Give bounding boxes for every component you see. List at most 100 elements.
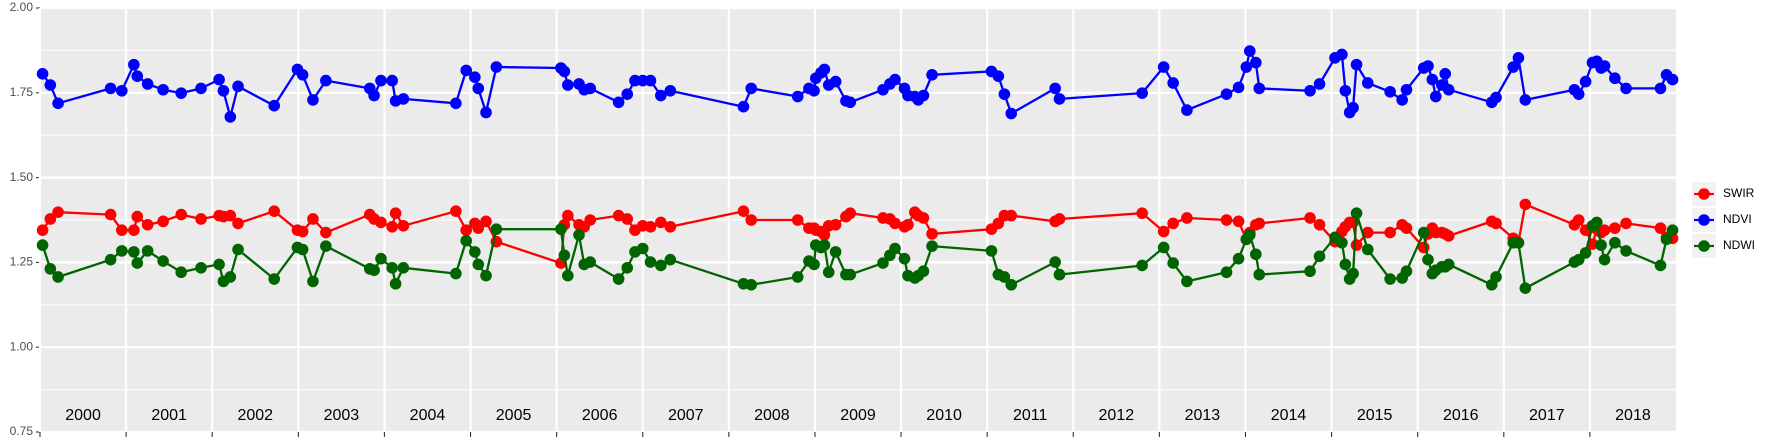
year-label: 2014	[1271, 407, 1307, 424]
data-point	[1304, 84, 1316, 97]
data-point	[232, 80, 244, 93]
data-point	[368, 264, 380, 277]
data-point	[1253, 217, 1266, 230]
data-point	[1666, 73, 1679, 86]
data-point	[104, 253, 117, 266]
data-point	[1181, 104, 1193, 116]
data-point	[917, 265, 930, 278]
legend-label: NDVI	[1723, 212, 1752, 226]
data-point	[1232, 81, 1245, 94]
data-point	[998, 88, 1011, 100]
data-point	[175, 87, 188, 99]
y-tick-label: 1.75	[10, 85, 34, 99]
year-label: 2000	[65, 407, 101, 424]
data-point	[472, 258, 485, 271]
data-point	[36, 68, 49, 80]
data-point	[386, 220, 398, 233]
data-point	[829, 75, 842, 88]
data-point	[818, 229, 831, 241]
data-point	[490, 223, 503, 235]
data-point	[1439, 68, 1452, 80]
data-point	[1519, 94, 1532, 106]
data-point	[1620, 245, 1632, 257]
y-tick-label: 2.00	[10, 0, 34, 14]
data-point	[469, 71, 481, 83]
y-tick-label: 1.50	[10, 170, 34, 184]
data-point	[116, 84, 128, 97]
data-point	[1049, 82, 1061, 95]
data-point	[1243, 229, 1256, 241]
year-label: 2009	[840, 407, 876, 424]
data-point	[1595, 239, 1607, 251]
data-point	[1654, 82, 1667, 95]
data-point	[1347, 101, 1359, 114]
data-point	[268, 99, 281, 112]
data-point	[296, 243, 309, 256]
data-point	[320, 74, 332, 87]
data-point	[1304, 212, 1316, 224]
data-point	[1490, 217, 1502, 230]
data-point	[636, 242, 649, 255]
data-point	[926, 228, 938, 240]
data-point	[307, 213, 319, 225]
data-point	[737, 205, 750, 217]
year-label: 2006	[582, 407, 618, 424]
data-point	[36, 224, 49, 236]
data-point	[1442, 230, 1455, 242]
data-point	[844, 268, 857, 281]
data-point	[1654, 222, 1667, 234]
data-point	[829, 246, 842, 258]
data-point	[386, 262, 398, 274]
data-point	[558, 249, 571, 262]
data-point	[296, 69, 309, 81]
data-point	[480, 215, 492, 228]
data-point	[1250, 248, 1262, 261]
data-point	[1620, 217, 1632, 230]
data-point	[116, 245, 128, 257]
legend-point	[1698, 240, 1710, 252]
data-point	[1490, 91, 1502, 104]
data-point	[157, 255, 169, 267]
data-point	[664, 220, 677, 233]
data-point	[926, 69, 938, 81]
data-point	[1490, 271, 1502, 283]
data-point	[1609, 236, 1621, 249]
data-point	[175, 208, 188, 221]
data-point	[562, 79, 574, 91]
data-point	[992, 217, 1005, 230]
data-point	[386, 74, 398, 87]
data-point	[1313, 218, 1326, 231]
data-point	[460, 224, 473, 236]
data-point	[644, 74, 657, 87]
data-point	[36, 239, 49, 251]
data-point	[584, 256, 597, 268]
data-point	[889, 217, 901, 230]
data-point	[44, 263, 57, 275]
year-label: 2012	[1099, 407, 1135, 424]
data-point	[1442, 258, 1455, 271]
data-point	[1519, 198, 1532, 211]
data-point	[655, 259, 667, 272]
data-point	[1396, 94, 1408, 106]
data-point	[889, 73, 901, 86]
data-point	[898, 252, 911, 265]
data-point	[128, 246, 140, 258]
data-point	[131, 257, 144, 269]
data-point	[450, 267, 462, 280]
data-point	[844, 96, 857, 109]
data-point	[224, 209, 237, 222]
year-label: 2007	[668, 407, 704, 424]
data-point	[1666, 224, 1679, 236]
data-point	[397, 262, 410, 274]
data-point	[1361, 226, 1374, 239]
data-point	[1347, 267, 1359, 280]
data-point	[1422, 60, 1434, 72]
year-label: 2002	[237, 407, 273, 424]
year-label: 2017	[1529, 407, 1565, 424]
data-point	[998, 271, 1011, 283]
data-point	[1350, 207, 1363, 220]
data-point	[1519, 282, 1532, 294]
data-point	[472, 222, 485, 234]
y-tick-label: 1.00	[10, 339, 34, 353]
